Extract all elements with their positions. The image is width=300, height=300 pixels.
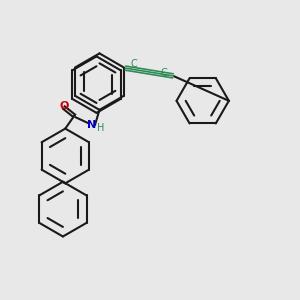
- Text: O: O: [59, 101, 68, 111]
- Text: C: C: [161, 68, 167, 78]
- Text: N: N: [87, 120, 96, 130]
- Text: C: C: [131, 59, 138, 69]
- Text: H: H: [97, 123, 104, 133]
